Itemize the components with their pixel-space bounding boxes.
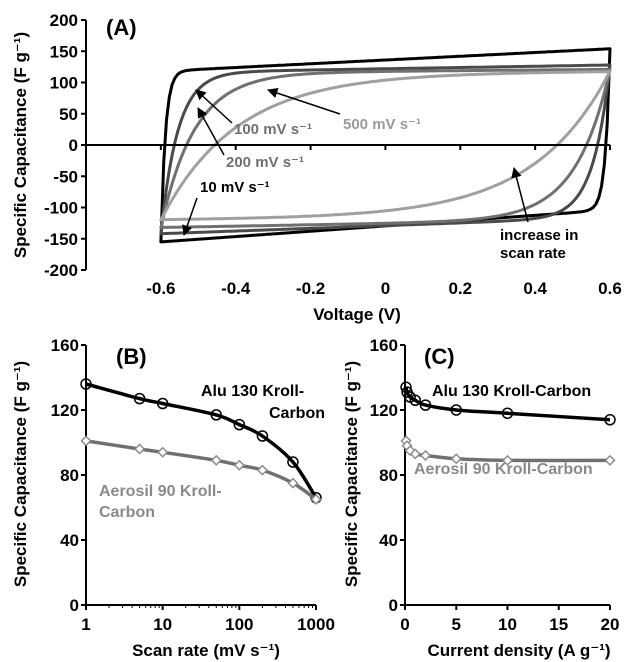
alu-130-point bbox=[450, 404, 462, 416]
y-tick-label: 40 bbox=[60, 531, 79, 550]
y-tick-label: 150 bbox=[50, 42, 78, 61]
aerosil-90-point bbox=[409, 448, 421, 460]
arrow-100 bbox=[195, 89, 233, 124]
alu-130-point bbox=[419, 399, 432, 411]
cv-curve-4 bbox=[159, 69, 612, 222]
y-tick-label: 0 bbox=[389, 596, 398, 615]
aerosil-90-point bbox=[419, 449, 432, 462]
cv-curve-3 bbox=[159, 67, 612, 229]
panel-b-tag: (B) bbox=[116, 344, 147, 369]
arrow-increase bbox=[511, 166, 529, 223]
x-tick-label: 0.4 bbox=[523, 279, 547, 298]
aerosil-90-point bbox=[233, 459, 245, 471]
panel-c-tag: (C) bbox=[424, 344, 455, 369]
x-tick-label: -0.6 bbox=[146, 279, 175, 298]
y-tick-label: -50 bbox=[53, 167, 78, 186]
aerosil-90-point bbox=[501, 454, 514, 466]
y-tick-label: 120 bbox=[51, 401, 79, 420]
x-tick-label: 1000 bbox=[297, 615, 335, 634]
y-tick-label: 80 bbox=[379, 466, 398, 485]
y-tick-label: 160 bbox=[370, 336, 398, 355]
cv-curve-1 bbox=[159, 47, 612, 244]
x-tick-label: 0 bbox=[400, 615, 409, 634]
cv-curves bbox=[159, 47, 612, 244]
alu-130-point bbox=[80, 378, 92, 390]
panel-b: 0 40 80 120 160 1 10 100 1000 (B) Scan rate (mV … bbox=[11, 336, 335, 660]
panel-c-xlabel: Current density (A g⁻¹) bbox=[427, 641, 610, 660]
label-10-mv: 10 mV s⁻¹ bbox=[200, 179, 270, 196]
x-tick-label: 1 bbox=[81, 615, 90, 634]
y-tick-label: 0 bbox=[70, 596, 79, 615]
label-100-mv: 100 mV s⁻¹ bbox=[234, 121, 312, 138]
aerosil-90-point bbox=[450, 453, 462, 465]
x-tick-label: 100 bbox=[225, 615, 253, 634]
x-tick-label: 0.2 bbox=[448, 279, 472, 298]
label-increase-line2: scan rate bbox=[500, 245, 566, 262]
panel-b-plot: 0 40 80 120 160 1 10 100 1000 bbox=[51, 336, 335, 634]
alu-130-point bbox=[400, 381, 412, 393]
aerosil-90-point bbox=[287, 477, 299, 489]
alu-130-point bbox=[501, 407, 514, 419]
x-tick-label: 10 bbox=[498, 615, 517, 634]
panel-a-tag: (A) bbox=[106, 15, 137, 40]
panel-c: 0 40 80 120 160 0 5 10 15 20 (C) Current density … bbox=[342, 336, 619, 660]
panel-b-label-aerosil-2: Carbon bbox=[99, 504, 155, 521]
alu-130-point bbox=[604, 414, 616, 426]
aerosil-90-point bbox=[604, 454, 616, 466]
panel-b-label-alu-1: Alu 130 Kroll- bbox=[201, 383, 304, 400]
x-tick-label: 0.6 bbox=[598, 279, 622, 298]
panel-a-axes: -200 -150 -100 -50 0 50 100 150 200 -0.6 -0.4 -0.2 0… bbox=[44, 11, 622, 298]
x-tick-label: 0 bbox=[381, 279, 390, 298]
y-tick-label: 200 bbox=[50, 11, 78, 30]
y-tick-label: 120 bbox=[370, 401, 398, 420]
y-tick-label: 40 bbox=[379, 531, 398, 550]
panel-a-xlabel: Voltage (V) bbox=[313, 305, 401, 324]
y-tick-label: -200 bbox=[44, 261, 78, 280]
x-tick-label: 5 bbox=[452, 615, 461, 634]
alu-130-point bbox=[210, 409, 223, 421]
label-200-mv: 200 mV s⁻¹ bbox=[226, 154, 304, 171]
aerosil-90-point bbox=[80, 435, 92, 447]
panel-a: -200 -150 -100 -50 0 50 100 150 200 -0.6 -0.4 -0.2 0… bbox=[11, 11, 622, 324]
alu-130-point bbox=[409, 394, 421, 406]
aerosil-90-point bbox=[157, 446, 169, 458]
label-increase-line1: increase in bbox=[500, 227, 578, 244]
y-tick-label: 100 bbox=[50, 74, 78, 93]
alu-130-point bbox=[233, 418, 246, 431]
arrow-200 bbox=[197, 107, 225, 156]
arrow-10 bbox=[182, 197, 198, 236]
aerosil-90-point bbox=[134, 443, 146, 455]
label-500-mv: 500 mV s⁻¹ bbox=[343, 116, 421, 133]
alu-130-line bbox=[85, 382, 318, 499]
aerosil-90-point bbox=[310, 493, 322, 505]
y-tick-label: 50 bbox=[59, 105, 78, 124]
x-tick-label: -0.2 bbox=[296, 279, 325, 298]
alu-130-point bbox=[133, 392, 146, 405]
arrow-500 bbox=[267, 88, 341, 115]
panel-b-label-alu-2: Carbon bbox=[269, 405, 325, 422]
alu-130-point bbox=[287, 456, 299, 468]
aerosil-90-point bbox=[256, 464, 268, 476]
y-tick-label: 0 bbox=[69, 136, 78, 155]
panel-b-xlabel: Scan rate (mV s⁻¹) bbox=[132, 641, 280, 660]
panel-c-label-alu: Alu 130 Kroll-Carbon bbox=[432, 383, 591, 400]
aerosil-90-point bbox=[210, 454, 222, 466]
panel-a-ylabel: Specific Capacitance (F g⁻¹) bbox=[11, 32, 30, 258]
x-tick-label: -0.4 bbox=[221, 279, 251, 298]
y-tick-label: 160 bbox=[51, 336, 79, 355]
y-tick-label: -150 bbox=[44, 230, 78, 249]
panel-b-ylabel: Specific Capacitance (F g⁻¹) bbox=[11, 361, 30, 587]
alu-130-point bbox=[156, 397, 169, 410]
x-tick-label: 20 bbox=[601, 615, 620, 634]
y-tick-label: 80 bbox=[60, 466, 79, 485]
panel-c-ylabel: Specific Capacitance (F g⁻¹) bbox=[342, 361, 361, 587]
panel-c-label-aerosil: Aerosil 90 Kroll-Carbon bbox=[414, 461, 593, 478]
panel-b-label-aerosil-1: Aerosil 90 Kroll- bbox=[99, 483, 222, 500]
x-tick-label: 10 bbox=[153, 615, 172, 634]
alu-130-point bbox=[256, 430, 269, 442]
x-tick-label: 15 bbox=[549, 615, 568, 634]
y-tick-label: -100 bbox=[44, 199, 78, 218]
panel-c-plot: 0 40 80 120 160 0 5 10 15 20 bbox=[370, 336, 620, 634]
